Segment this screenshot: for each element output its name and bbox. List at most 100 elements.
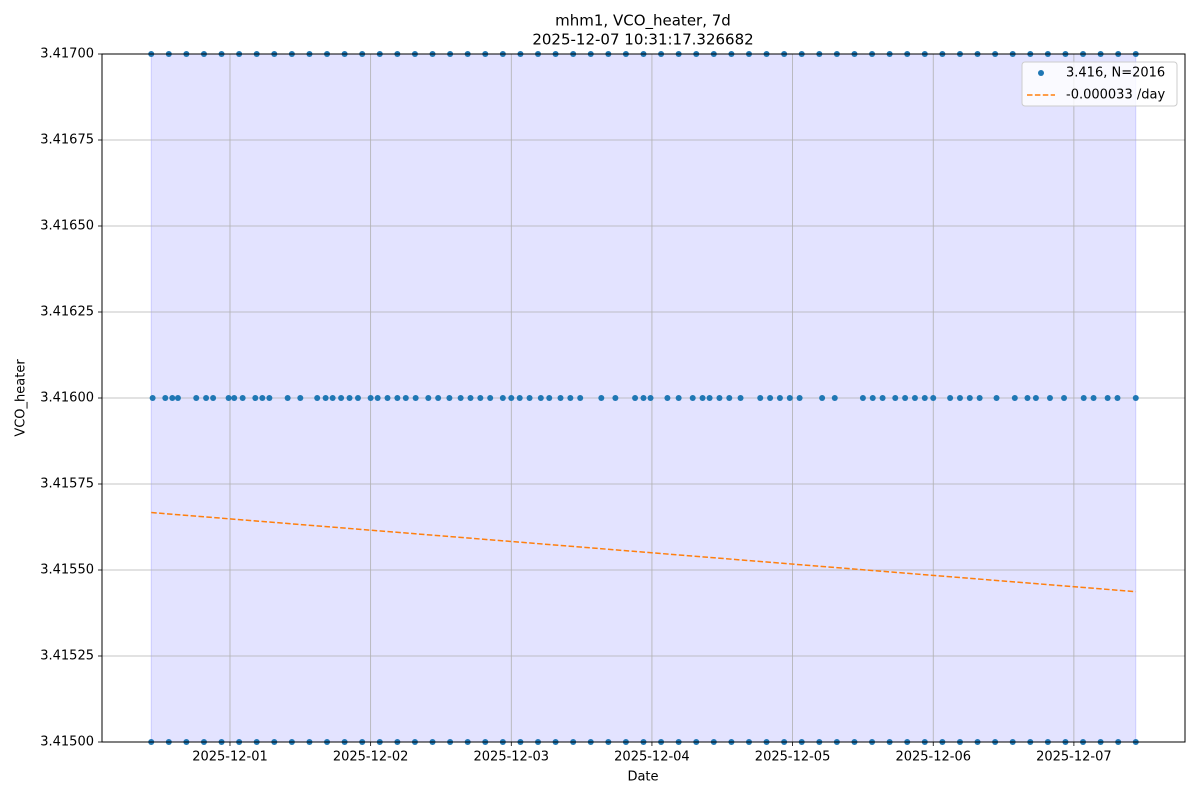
y-tick-label: 3.41575 [40, 477, 94, 492]
point [314, 395, 321, 401]
point [284, 395, 291, 401]
legend-label: -0.000033 /day [1066, 88, 1165, 103]
y-tick-label: 3.41550 [40, 563, 94, 578]
chart-subtitle: 2025-12-07 10:31:17.326682 [532, 31, 753, 49]
y-tick-label: 3.41625 [40, 305, 94, 320]
point [902, 395, 909, 401]
chart-title: mhm1, VCO_heater, 7d [555, 12, 731, 31]
point [225, 395, 232, 401]
point [259, 395, 266, 401]
point [869, 395, 876, 401]
point [831, 395, 838, 401]
point [446, 395, 453, 401]
point [921, 395, 928, 401]
point [346, 395, 353, 401]
point [467, 395, 474, 401]
x-tick-label: 2025-12-04 [614, 750, 690, 765]
point [329, 395, 336, 401]
point [879, 395, 886, 401]
point [819, 395, 826, 401]
point [210, 395, 217, 401]
point [203, 395, 210, 401]
point [1080, 395, 1087, 401]
point [976, 395, 983, 401]
y-tick-label: 3.41600 [40, 391, 94, 406]
point [425, 395, 432, 401]
point [1114, 395, 1121, 401]
point [526, 395, 533, 401]
point [169, 395, 176, 401]
point [174, 395, 181, 401]
x-tick-label: 2025-12-07 [1036, 750, 1112, 765]
point [689, 395, 696, 401]
point [786, 395, 793, 401]
point [1046, 395, 1053, 401]
point [706, 395, 713, 401]
point [640, 395, 647, 401]
point [947, 395, 954, 401]
y-tick-label: 3.41675 [40, 133, 94, 148]
y-axis-label: VCO_heater [14, 359, 29, 437]
point [537, 395, 544, 401]
legend-label: 3.416, N=2016 [1066, 66, 1165, 81]
point [1132, 395, 1139, 401]
point [757, 395, 764, 401]
y-tick-label: 3.41525 [40, 649, 94, 664]
point [612, 395, 619, 401]
point [911, 395, 918, 401]
point [1032, 395, 1039, 401]
point [647, 395, 654, 401]
point [374, 395, 381, 401]
point [1061, 395, 1068, 401]
x-tick-label: 2025-12-02 [333, 750, 409, 765]
legend-box [1021, 61, 1178, 107]
y-tick-label: 3.41700 [40, 47, 94, 62]
point [796, 395, 803, 401]
point [598, 395, 605, 401]
point [966, 395, 973, 401]
x-tick-label: 2025-12-05 [755, 750, 831, 765]
y-tick-label: 3.41500 [40, 735, 94, 750]
point [1090, 395, 1097, 401]
y-tick-label: 3.41650 [40, 219, 94, 234]
point [1024, 395, 1031, 401]
point [892, 395, 899, 401]
point [675, 395, 682, 401]
point [402, 395, 409, 401]
point [477, 395, 484, 401]
point [231, 395, 238, 401]
point [338, 395, 345, 401]
point [499, 395, 506, 401]
point [193, 395, 200, 401]
point [384, 395, 391, 401]
point [956, 395, 963, 401]
point [516, 395, 523, 401]
point [457, 395, 464, 401]
point [149, 395, 156, 401]
point [435, 395, 442, 401]
point [577, 395, 584, 401]
x-tick-label: 2025-12-01 [192, 750, 268, 765]
point [716, 395, 723, 401]
point [412, 395, 419, 401]
point [557, 395, 564, 401]
point [354, 395, 361, 401]
point [297, 395, 304, 401]
point [664, 395, 671, 401]
point [546, 395, 553, 401]
point [699, 395, 706, 401]
point [266, 395, 273, 401]
point [726, 395, 733, 401]
point [239, 395, 246, 401]
point [737, 395, 744, 401]
x-tick-label: 2025-12-03 [474, 750, 550, 765]
point [776, 395, 783, 401]
point [322, 395, 329, 401]
point [367, 395, 374, 401]
point [993, 395, 1000, 401]
point [508, 395, 515, 401]
point [859, 395, 866, 401]
point [162, 395, 169, 401]
